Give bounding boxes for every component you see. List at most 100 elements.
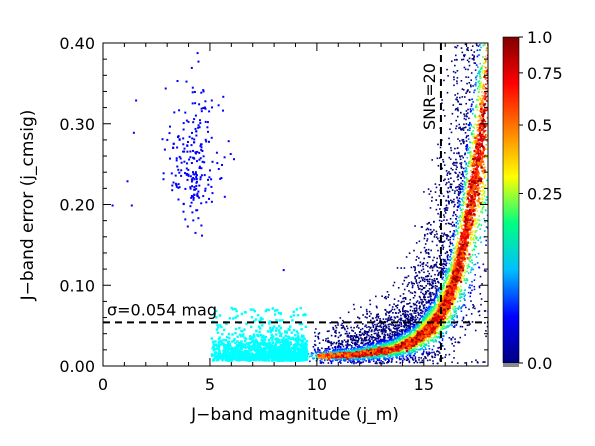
density-point bbox=[355, 362, 357, 364]
density-point bbox=[401, 359, 404, 362]
density-point bbox=[433, 333, 435, 336]
density-point bbox=[483, 92, 486, 94]
density-point bbox=[464, 299, 466, 301]
density-point bbox=[476, 193, 479, 195]
density-point bbox=[375, 305, 378, 308]
density-point bbox=[453, 254, 456, 257]
density-point bbox=[462, 196, 464, 199]
density-point bbox=[472, 130, 474, 132]
density-point bbox=[474, 242, 477, 244]
density-point bbox=[450, 123, 452, 125]
density-point bbox=[469, 156, 472, 158]
density-point bbox=[472, 141, 475, 144]
density-point bbox=[328, 348, 330, 350]
density-point bbox=[381, 332, 383, 335]
density-point bbox=[458, 200, 460, 203]
density-point bbox=[437, 354, 439, 356]
density-point bbox=[460, 307, 462, 310]
density-point bbox=[374, 328, 376, 331]
density-point bbox=[380, 354, 383, 356]
density-point bbox=[353, 362, 355, 365]
density-point bbox=[480, 16, 482, 18]
density-point bbox=[382, 354, 384, 356]
density-point bbox=[422, 324, 425, 327]
density-point bbox=[453, 322, 456, 325]
density-point bbox=[407, 314, 409, 317]
density-point bbox=[470, 151, 472, 153]
density-point bbox=[466, 270, 468, 273]
density-point bbox=[403, 279, 406, 282]
density-point bbox=[387, 296, 389, 298]
density-point bbox=[480, 119, 482, 122]
density-point bbox=[467, 134, 470, 137]
density-point bbox=[444, 318, 447, 320]
density-point bbox=[455, 253, 458, 256]
density-point bbox=[372, 347, 374, 350]
density-point bbox=[485, 21, 487, 23]
density-point bbox=[442, 241, 445, 243]
density-point bbox=[379, 318, 381, 320]
density-point bbox=[445, 354, 447, 356]
density-point bbox=[478, 128, 480, 131]
density-point bbox=[364, 344, 366, 346]
density-point bbox=[423, 287, 426, 289]
density-point bbox=[331, 342, 333, 345]
density-point bbox=[330, 341, 333, 343]
density-point bbox=[471, 284, 473, 287]
density-point bbox=[444, 212, 447, 214]
density-point bbox=[477, 66, 479, 68]
density-point bbox=[440, 292, 442, 295]
density-point bbox=[443, 164, 446, 166]
density-point bbox=[434, 338, 437, 341]
density-point bbox=[471, 321, 474, 323]
density-point bbox=[356, 341, 359, 343]
density-point bbox=[448, 190, 451, 193]
density-point bbox=[422, 352, 425, 354]
density-point bbox=[481, 181, 484, 183]
density-point bbox=[458, 171, 461, 174]
density-point bbox=[469, 146, 471, 149]
density-point bbox=[439, 256, 441, 258]
density-point bbox=[427, 319, 430, 322]
density-point bbox=[475, 237, 478, 240]
density-point bbox=[486, 117, 488, 119]
density-point bbox=[427, 316, 430, 318]
density-point bbox=[443, 267, 446, 270]
density-point bbox=[456, 197, 458, 199]
density-point bbox=[462, 58, 465, 61]
density-point bbox=[354, 332, 356, 334]
density-point bbox=[417, 343, 420, 345]
density-point bbox=[471, 58, 474, 60]
density-point bbox=[459, 292, 461, 295]
density-point bbox=[461, 204, 463, 206]
density-point bbox=[397, 287, 400, 289]
density-point bbox=[484, 44, 486, 47]
density-point bbox=[452, 326, 455, 328]
density-point bbox=[419, 314, 422, 317]
density-point bbox=[482, 172, 485, 175]
density-point bbox=[414, 350, 416, 352]
density-point bbox=[422, 277, 425, 279]
density-point bbox=[418, 257, 420, 259]
density-point bbox=[447, 200, 450, 202]
density-point bbox=[469, 165, 471, 168]
density-point bbox=[464, 294, 466, 296]
density-point bbox=[357, 359, 359, 361]
density-point bbox=[385, 339, 388, 342]
density-point bbox=[481, 24, 483, 26]
density-point bbox=[459, 126, 461, 129]
density-point bbox=[456, 282, 459, 285]
density-point bbox=[454, 341, 457, 343]
density-point bbox=[455, 222, 458, 224]
density-point bbox=[484, 6, 486, 8]
density-point bbox=[379, 343, 381, 345]
density-point bbox=[364, 342, 367, 345]
density-point bbox=[391, 353, 393, 356]
density-point bbox=[471, 12, 473, 14]
density-point bbox=[378, 325, 380, 328]
density-point bbox=[426, 290, 429, 292]
density-point bbox=[471, 108, 474, 110]
density-point bbox=[407, 303, 410, 305]
density-point bbox=[399, 362, 402, 364]
density-point bbox=[451, 200, 453, 203]
